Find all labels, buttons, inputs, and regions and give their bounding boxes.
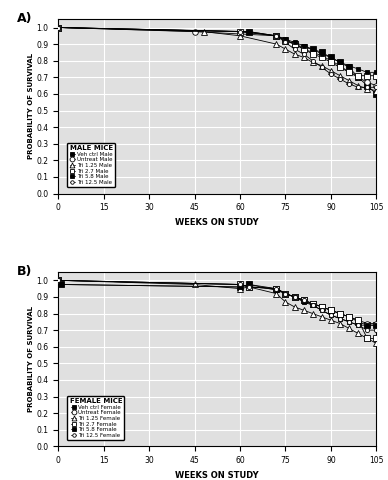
- X-axis label: WEEKS ON STUDY: WEEKS ON STUDY: [175, 218, 259, 227]
- Y-axis label: PROBABILITY OF SURVIVAL: PROBABILITY OF SURVIVAL: [28, 53, 34, 159]
- Legend: Veh ctrl Male, Untreat Male, Tri 1.25 Male, Tri 2.7 Male, Tri 5.8 Male, Tri 12.5: Veh ctrl Male, Untreat Male, Tri 1.25 Ma…: [68, 143, 115, 187]
- Legend: Veh ctrl Female, Untreat Female, Tri 1.25 Female, Tri 2.7 Female, Tri 5.8 Female: Veh ctrl Female, Untreat Female, Tri 1.2…: [68, 396, 125, 440]
- Text: B): B): [17, 265, 32, 278]
- X-axis label: WEEKS ON STUDY: WEEKS ON STUDY: [175, 471, 259, 480]
- Text: A): A): [17, 12, 32, 25]
- Y-axis label: PROBABILITY OF SURVIVAL: PROBABILITY OF SURVIVAL: [28, 306, 34, 412]
